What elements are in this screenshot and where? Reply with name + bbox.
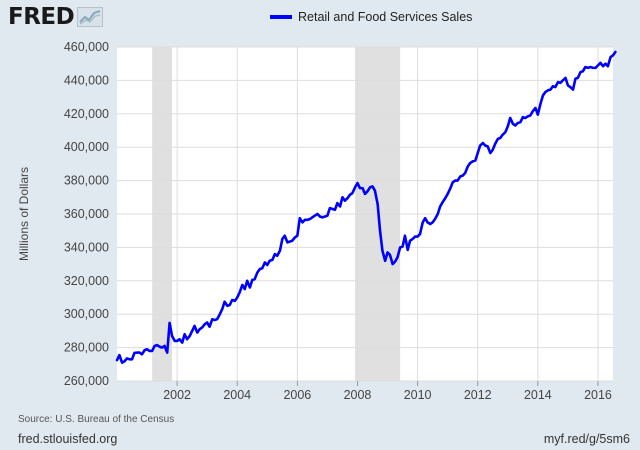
- fred-logo-text: FRED: [8, 4, 75, 30]
- x-axis-ticks: 2002 2004 2006 2008 2010 2012 2014 2016: [163, 381, 612, 402]
- x-tick-label: 2008: [344, 388, 372, 402]
- y-tick-label: 400,000: [64, 140, 109, 154]
- site-link[interactable]: fred.stlouisfed.org: [18, 432, 118, 446]
- series-layer: [115, 50, 617, 364]
- y-tick-label: 380,000: [64, 174, 109, 188]
- fred-logo[interactable]: FRED: [8, 4, 104, 30]
- y-tick-label: 280,000: [64, 341, 109, 355]
- chart-legend: Retail and Food Services Sales: [270, 10, 472, 24]
- series-line-0: [115, 50, 617, 364]
- y-tick-label: 300,000: [64, 307, 109, 321]
- x-tick-label: 2010: [404, 388, 432, 402]
- x-tick-label: 2016: [584, 388, 612, 402]
- y-tick-label: 460,000: [64, 40, 109, 54]
- x-tick-label: 2002: [163, 388, 191, 402]
- line-chart: 260,000 280,000 300,000 320,000 340,000 360,0…: [17, 40, 617, 402]
- x-tick-label: 2014: [524, 388, 552, 402]
- x-tick-label: 2004: [223, 388, 251, 402]
- y-tick-label: 320,000: [64, 274, 109, 288]
- y-tick-label: 440,000: [64, 73, 109, 87]
- y-tick-label: 420,000: [64, 107, 109, 121]
- y-tick-label: 360,000: [64, 207, 109, 221]
- x-tick-label: 2012: [464, 388, 492, 402]
- short-url-link[interactable]: myf.red/g/5sm6: [543, 432, 630, 446]
- x-tick-label: 2006: [283, 388, 311, 402]
- legend-swatch: [270, 15, 292, 19]
- grid-lines: [117, 46, 613, 382]
- fred-chart-icon: [77, 7, 104, 27]
- y-tick-label: 260,000: [64, 374, 109, 388]
- y-tick-label: 340,000: [64, 240, 109, 254]
- y-axis-ticks: 260,000 280,000 300,000 320,000 340,000 360,0…: [64, 40, 109, 388]
- legend-label: Retail and Food Services Sales: [298, 10, 473, 24]
- source-note: Source: U.S. Bureau of the Census: [18, 414, 175, 425]
- y-axis-label: Millions of Dollars: [17, 167, 31, 261]
